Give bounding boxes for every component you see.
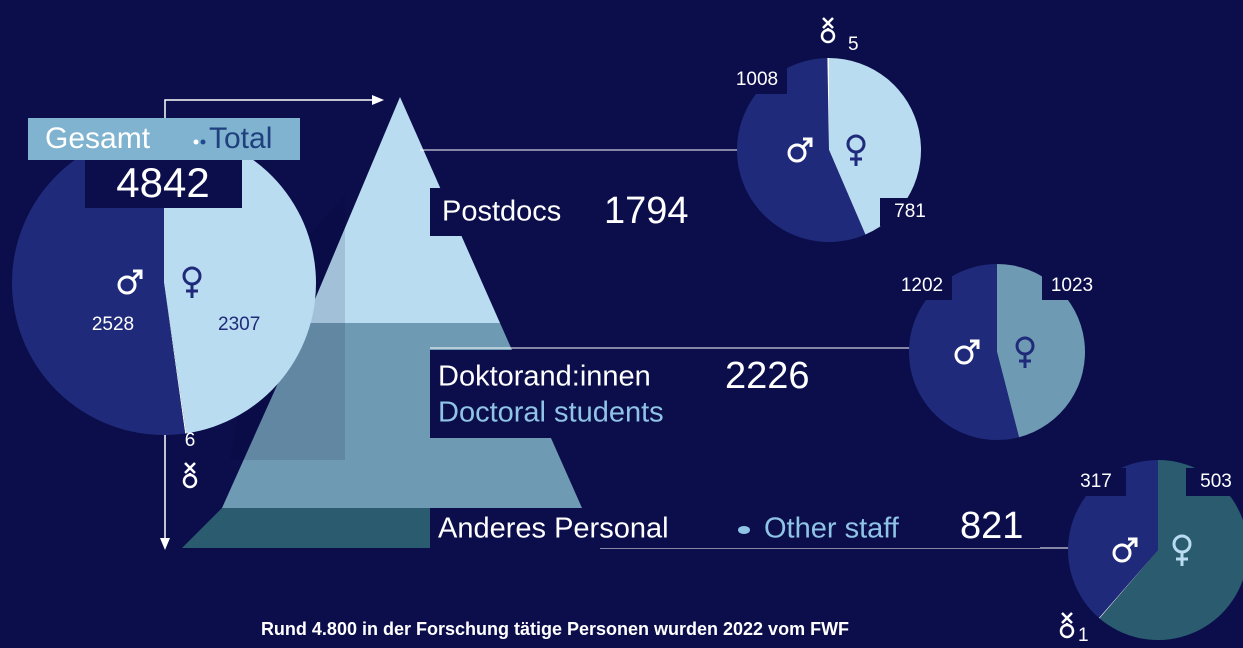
female-symbol [1176,552,1188,566]
value-label: 317 [1080,471,1112,492]
male-symbol [801,137,813,149]
pie-total: 1794 [604,190,689,232]
arrow-line [164,99,372,125]
male-symbol [1126,537,1138,549]
pie-title: Doktorand:innen [438,361,651,393]
diverse-symbol [822,17,834,30]
label-box [430,188,705,236]
value-label: 1 [1078,625,1089,646]
pie-slice [909,264,1020,440]
diverse-symbol [184,462,196,475]
pie-slice [1098,550,1158,619]
arrow-head [160,538,170,550]
dot [200,139,206,145]
value-label: 781 [894,201,926,222]
pie-slice [1099,460,1243,640]
dot [193,139,199,145]
pyramid-top [305,97,500,323]
value-label: 1008 [736,69,778,90]
pie-total: 4842 [116,159,209,206]
value-label: 503 [1200,471,1232,492]
footer: Rund 4.800 in der Forschung tätige Perso… [261,619,849,639]
label-box [1186,468,1243,496]
pie-title: Gesamt [45,122,151,155]
diverse-symbol [1061,612,1073,625]
male-symbol [131,269,143,281]
male-symbol [968,339,980,351]
pie-subtitle: Doctoral students [438,397,664,429]
pie-title: Anderes Personal [438,513,669,545]
value-label: 2528 [92,314,134,335]
pie-slice [997,264,1086,438]
label-box [727,66,787,94]
value-label: 1023 [1051,275,1093,296]
pie-slice [736,58,866,243]
dot [738,526,750,534]
label-box [1042,272,1102,300]
value-label: 2307 [218,314,260,335]
pie-slice [164,283,187,434]
title-box [28,118,300,160]
label-box [430,350,835,438]
label-box [1066,468,1126,496]
value-label: 5 [848,34,859,55]
male-symbol [1112,543,1132,563]
male-symbol [117,275,137,295]
value-label: 6 [185,430,196,451]
pie-total: 821 [960,505,1023,547]
pie-subtitle: Total [209,122,272,155]
pie-total: 2226 [725,355,810,397]
label-box [430,508,1040,548]
male-symbol [954,345,974,365]
label-box [892,272,952,300]
female-symbol [186,284,198,298]
total-box [85,160,242,208]
pie-subtitle: Other staff [764,513,900,545]
pie-slice [1068,460,1158,618]
female-symbol [1019,354,1031,368]
label-box [880,198,940,226]
value-label: 1202 [901,275,943,296]
pie-title: Postdocs [442,196,561,228]
male-symbol [787,143,807,163]
female-symbol [850,152,862,166]
arrow-head [372,95,384,105]
pie-slice [827,58,829,150]
pie-slice [829,58,921,235]
